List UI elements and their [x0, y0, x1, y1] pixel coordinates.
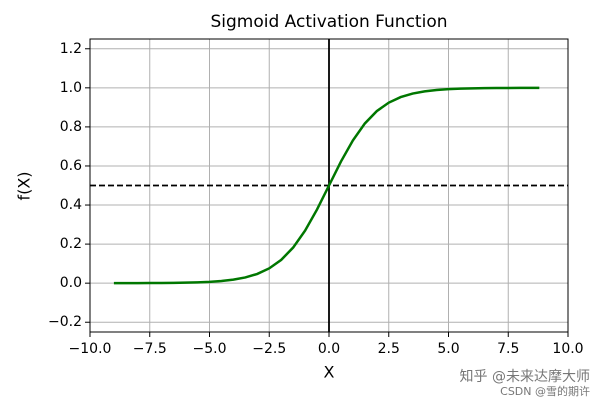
x-tick-label: 10.0 — [552, 341, 583, 357]
x-tick-label: 5.0 — [437, 341, 459, 357]
y-tick-label: 1.0 — [60, 80, 82, 96]
watermark: 知乎 @未来达摩大师 — [460, 368, 590, 385]
y-tick-label: −0.2 — [48, 314, 82, 330]
x-tick-label: 2.5 — [378, 341, 400, 357]
y-tick-label: 0.4 — [60, 197, 82, 213]
y-axis-label: f(X) — [15, 171, 34, 200]
y-tick-label: 0.8 — [60, 119, 82, 135]
plot-frame — [89, 38, 569, 333]
y-tick-label: 1.2 — [60, 41, 82, 57]
x-tick-label: −2.5 — [252, 341, 286, 357]
x-tick-label: 7.5 — [497, 341, 519, 357]
x-axis-label: X — [324, 363, 335, 382]
y-tick-label: 0.0 — [60, 275, 82, 291]
watermark: CSDN @雪的期许 — [500, 384, 590, 398]
chart-title: Sigmoid Activation Function — [210, 12, 447, 32]
x-tick-label: −5.0 — [193, 341, 227, 357]
x-tick-label: −7.5 — [133, 341, 167, 357]
y-tick-label: 0.6 — [60, 158, 82, 174]
y-tick-label: 0.2 — [60, 236, 82, 252]
line-series — [113, 86, 540, 285]
x-tick-label: 0.0 — [318, 341, 340, 357]
x-tick-label: −10.0 — [69, 341, 112, 357]
